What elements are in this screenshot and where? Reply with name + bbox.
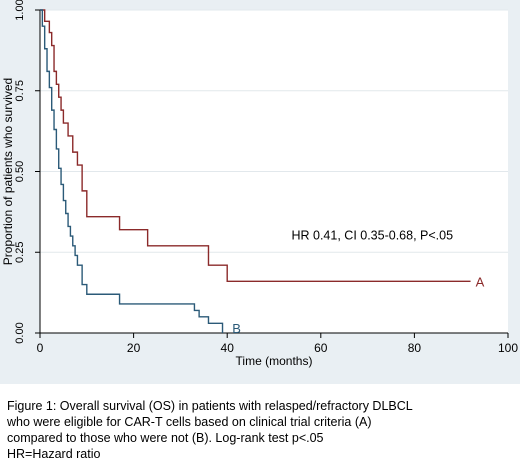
series-end-label: A bbox=[476, 274, 485, 289]
y-tick-label: 0.50 bbox=[14, 161, 26, 182]
caption-line: Figure 1: Overall survival (OS) in patie… bbox=[7, 399, 413, 413]
x-tick-label: 20 bbox=[127, 341, 141, 355]
y-tick-label: 0.75 bbox=[14, 80, 26, 101]
series-b-curve bbox=[40, 9, 224, 333]
series-end-label: B bbox=[232, 321, 241, 336]
x-tick-label: 80 bbox=[408, 341, 422, 355]
hazard-ratio-annotation: HR 0.41, CI 0.35-0.68, P<.05 bbox=[291, 228, 453, 242]
y-tick-label: 0.25 bbox=[14, 242, 26, 263]
caption-line: who were eligible for CAR-T cells based … bbox=[7, 415, 372, 429]
series-a-curve bbox=[40, 9, 471, 283]
x-tick-label: 40 bbox=[221, 341, 235, 355]
y-tick-label: 1.00 bbox=[14, 0, 26, 21]
y-axis-label: Proportion of patients who survived bbox=[1, 78, 15, 265]
y-tick-label: 0.00 bbox=[14, 322, 26, 343]
x-tick-label: 60 bbox=[314, 341, 328, 355]
figure-caption: Figure 1: Overall survival (OS) in patie… bbox=[0, 384, 520, 469]
caption-line: HR=Hazard ratio bbox=[7, 447, 101, 461]
caption-line: compared to those who were not (B). Log-… bbox=[7, 431, 324, 445]
x-tick-label: 0 bbox=[37, 341, 44, 355]
survival-figure: 0.00 0.25 0.50 0.75 1.00 0 20 40 60 80 100 A B Prop… bbox=[0, 0, 520, 384]
x-tick-label: 100 bbox=[498, 341, 518, 355]
kaplan-meier-chart: 0.00 0.25 0.50 0.75 1.00 0 20 40 60 80 100 A B Prop… bbox=[1, 0, 518, 368]
x-axis-label: Time (months) bbox=[236, 354, 313, 368]
